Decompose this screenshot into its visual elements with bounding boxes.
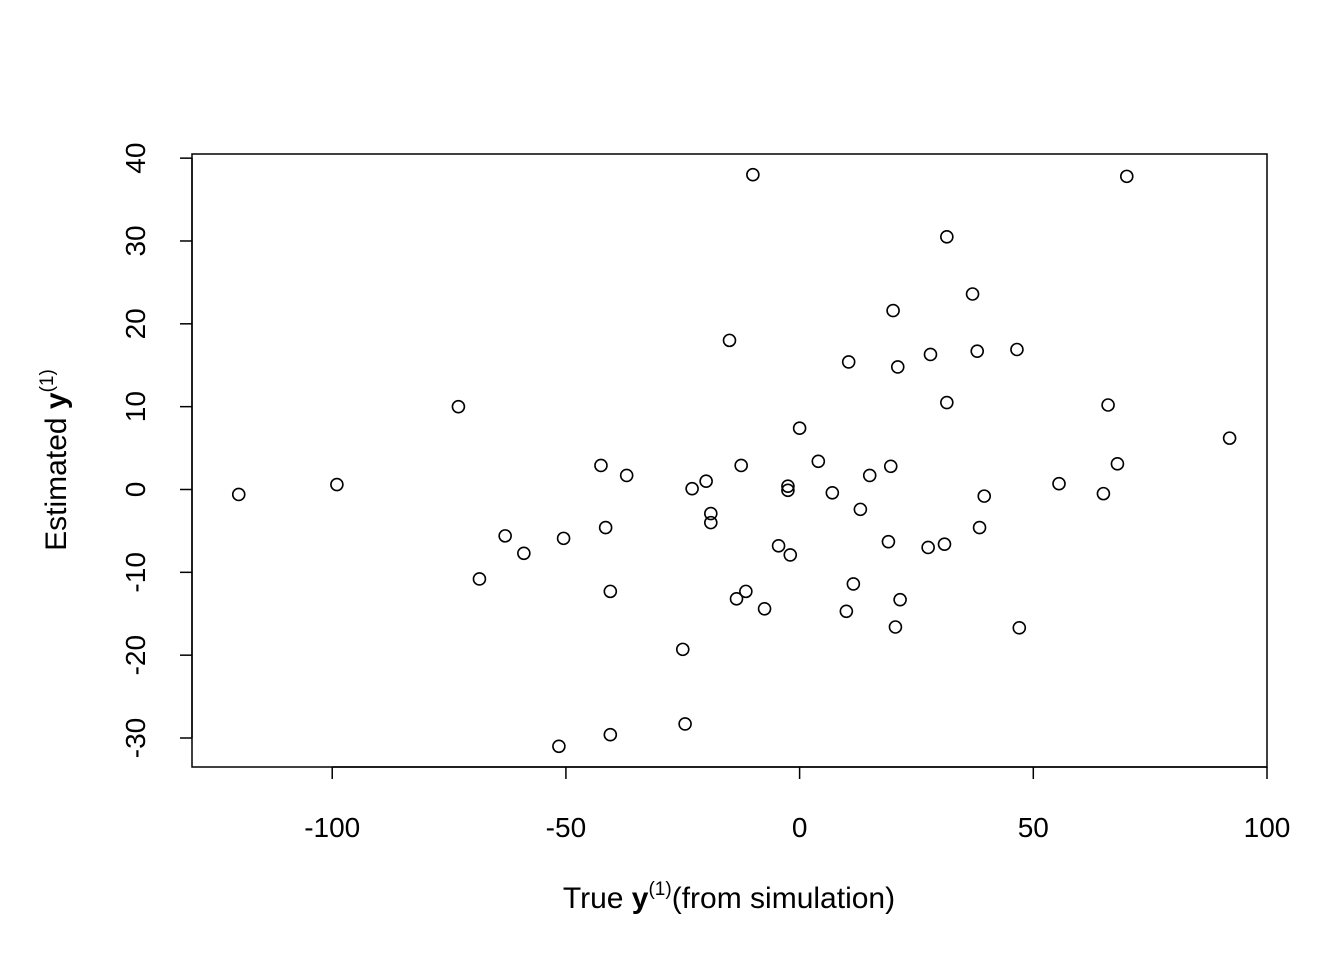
data-point (1096, 486, 1111, 501)
data-point (970, 344, 985, 358)
data-point (594, 458, 608, 473)
y-axis-title: Estimated y(1) (37, 369, 73, 551)
x-axis-title: True y(1)(from simulation) (563, 879, 895, 915)
data-point (704, 506, 718, 521)
data-point (1119, 169, 1134, 184)
data-point (739, 584, 753, 599)
x-axis-ticks: -100 -50 0 50 100 (304, 767, 1290, 843)
y-tick-label: -20 (120, 635, 151, 675)
x-tick-label: 100 (1244, 812, 1291, 843)
data-point (734, 458, 748, 473)
x-tick-label: 50 (1018, 812, 1049, 843)
y-tick-label: 30 (120, 225, 151, 256)
data-point (888, 620, 903, 634)
data-points (231, 167, 1237, 754)
x-tick-label: -100 (304, 812, 360, 843)
data-point (451, 399, 466, 414)
data-point (704, 515, 718, 530)
data-point (498, 529, 512, 543)
y-axis-ticks: -30 -20 -10 0 10 20 30 40 (120, 143, 192, 758)
data-point (1052, 476, 1066, 491)
y-tick-label: -30 (120, 718, 151, 758)
data-point (846, 577, 861, 591)
data-point (862, 468, 877, 483)
data-point (883, 459, 898, 474)
data-point (781, 483, 795, 498)
data-point (552, 739, 566, 754)
data-point (330, 477, 344, 492)
y-tick-label: 0 (120, 482, 151, 498)
x-tick-label: -50 (546, 812, 586, 843)
data-point (811, 454, 826, 469)
data-point (598, 520, 613, 535)
data-point (1110, 457, 1125, 471)
data-point (1010, 342, 1024, 357)
data-point (783, 548, 798, 562)
data-point (890, 360, 905, 374)
data-point (603, 584, 618, 599)
data-point (940, 230, 954, 244)
data-point (940, 395, 954, 410)
data-point (231, 487, 246, 502)
data-point (675, 642, 690, 657)
data-point (921, 540, 935, 555)
y-tick-label: -10 (120, 552, 151, 592)
y-tick-label: 10 (120, 391, 151, 422)
data-point (1222, 431, 1237, 445)
y-tick-label: 40 (120, 143, 151, 174)
data-point (937, 537, 952, 551)
plot-frame (191, 153, 1268, 768)
data-point (972, 520, 987, 535)
data-point (965, 287, 980, 301)
data-point (722, 333, 737, 348)
data-point (685, 481, 699, 496)
data-point (853, 502, 868, 517)
data-point (603, 727, 618, 742)
data-point (556, 531, 571, 546)
data-point (472, 572, 487, 586)
x-axis: -100 -50 0 50 100 (304, 766, 1290, 843)
data-point (792, 421, 807, 435)
x-tick-label: 0 (792, 812, 808, 843)
data-point (886, 303, 900, 318)
data-point (517, 546, 531, 561)
data-point (893, 592, 907, 607)
data-point (1012, 621, 1027, 635)
data-point (619, 468, 634, 483)
data-point (825, 486, 840, 500)
data-point (839, 604, 854, 619)
data-point (729, 592, 744, 606)
data-point (1101, 398, 1115, 412)
data-point (757, 601, 772, 616)
data-point (678, 717, 692, 731)
data-point (781, 479, 795, 493)
data-point (771, 539, 786, 553)
data-point (881, 534, 896, 549)
y-tick-label: 20 (120, 308, 151, 339)
data-point (977, 489, 992, 503)
data-point (746, 167, 760, 182)
data-point (699, 474, 713, 489)
data-point (841, 355, 856, 369)
data-point (923, 347, 938, 362)
y-axis: -30 -20 -10 0 10 20 30 40 (120, 143, 193, 758)
